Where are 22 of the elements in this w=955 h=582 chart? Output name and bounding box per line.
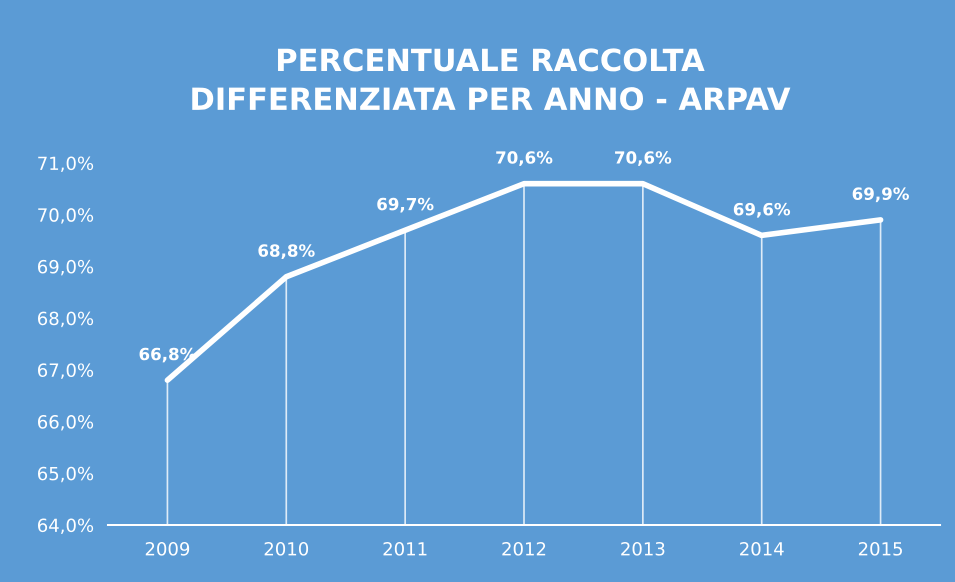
data-label: 69,7%	[377, 198, 434, 212]
x-tick-label: 2011	[383, 542, 426, 556]
x-tick-label: 2013	[621, 542, 664, 556]
data-label: 68,8%	[258, 244, 315, 260]
y-tick-label: 64,0%	[38, 518, 94, 534]
y-tick-label: 66,0%	[38, 415, 94, 431]
x-tick-label: 2010	[264, 542, 308, 556]
y-tick-label: 70,0%	[38, 208, 94, 224]
data-label: 70,6%	[496, 151, 552, 166]
x-tick-label: 2014	[740, 542, 784, 556]
data-label: 70,6%	[615, 151, 672, 166]
y-tick-label: 65,0%	[38, 466, 94, 482]
data-label: 69,9%	[852, 187, 909, 202]
y-tick-label: 67,0%	[38, 363, 94, 379]
y-tick-label: 71,0%	[38, 156, 94, 172]
chart-title: PERCENTUALE RACCOLTA DIFFERENZIATA PER ANNO - ARPAV	[192, 48, 790, 110]
data-label: 69,6%	[734, 202, 790, 218]
y-tick-label: 68,0%	[38, 312, 94, 328]
y-tick-label: 69,0%	[38, 260, 94, 276]
x-tick-label: 2015	[858, 542, 902, 556]
x-tick-label: 2009	[146, 542, 190, 556]
x-tick-label: 2012	[502, 542, 546, 556]
